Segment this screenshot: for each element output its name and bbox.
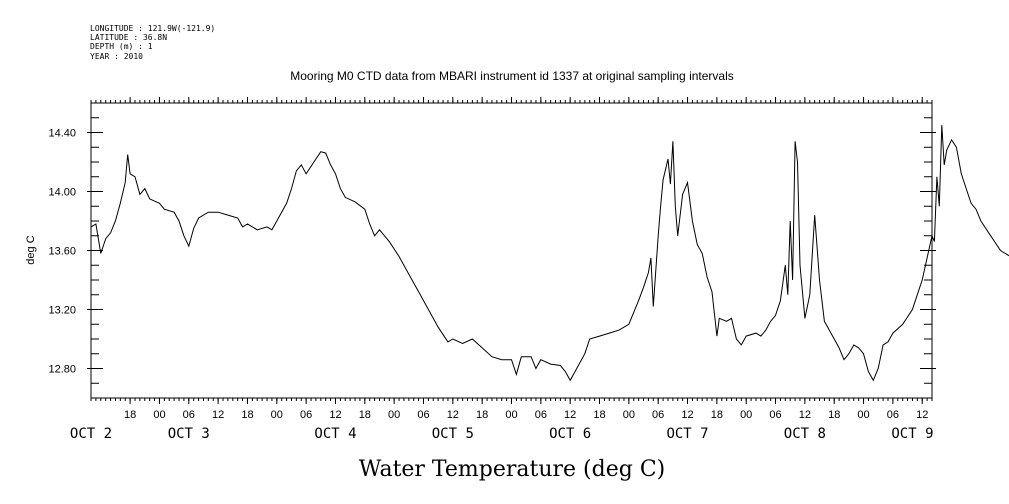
day-labels: OCT 2 OCT 3 OCT 4 OCT 5 OCT 6 OCT 7 OCT 8 OCT 9	[70, 426, 934, 442]
longitude-text: LONGITUDE : 121.9W(-121.9)	[90, 24, 215, 33]
x-tick-label: 06	[417, 409, 429, 421]
x-tick-label: 06	[887, 409, 899, 421]
x-tick-label: 00	[623, 409, 635, 421]
axis-ticks	[87, 97, 936, 404]
x-tick-label: 06	[769, 409, 781, 421]
y-axis-label: deg C	[25, 235, 37, 264]
x-tick-label: 06	[183, 409, 195, 421]
x-tick-label: 06	[652, 409, 664, 421]
day-label: OCT 7	[666, 426, 708, 442]
x-tick-labels: 18 00 06 12 18 00 06 12 18 00 06 12 18 00 06 12 18 00 06 12…	[124, 409, 928, 421]
x-tick-label: 18	[828, 409, 840, 421]
x-tick-label: 06	[535, 409, 547, 421]
y-tick-label: 13.20	[48, 305, 76, 317]
x-tick-label: 12	[916, 409, 928, 421]
x-tick-label: 12	[681, 409, 693, 421]
depth-text: DEPTH (m) : 1	[90, 42, 153, 51]
y-tick-labels: 12.80 13.20 13.60 14.00 14.40	[48, 128, 76, 376]
day-label: OCT 2	[70, 426, 112, 442]
x-tick-label: 06	[300, 409, 312, 421]
water-temperature-line	[90, 125, 1009, 382]
x-tick-label: 12	[329, 409, 341, 421]
day-label: OCT 8	[784, 426, 826, 442]
x-tick-label: 18	[241, 409, 253, 421]
x-tick-label: 18	[124, 409, 136, 421]
x-tick-label: 00	[153, 409, 165, 421]
day-label: OCT 3	[168, 426, 210, 442]
day-label: OCT 6	[549, 426, 591, 442]
x-tick-label: 18	[711, 409, 723, 421]
header-block: LONGITUDE : 121.9W(-121.9) LATITUDE : 36…	[90, 24, 215, 61]
x-tick-label: 18	[359, 409, 371, 421]
x-tick-label: 00	[388, 409, 400, 421]
chart-title: Mooring M0 CTD data from MBARI instrumen…	[290, 69, 734, 83]
y-tick-label: 13.60	[48, 246, 76, 258]
day-label: OCT 5	[432, 426, 474, 442]
x-tick-label: 00	[505, 409, 517, 421]
y-tick-label: 14.40	[48, 128, 76, 140]
y-tick-label: 12.80	[48, 364, 76, 376]
x-axis-label: Water Temperature (deg C)	[359, 457, 666, 482]
y-tick-label: 14.00	[48, 187, 76, 199]
latitude-text: LATITUDE : 36.8N	[90, 33, 167, 42]
x-tick-label: 12	[564, 409, 576, 421]
day-label: OCT 4	[314, 426, 356, 442]
x-tick-label: 18	[593, 409, 605, 421]
x-tick-label: 18	[476, 409, 488, 421]
x-tick-label: 12	[447, 409, 459, 421]
day-label: OCT 9	[891, 426, 933, 442]
x-tick-label: 00	[271, 409, 283, 421]
x-tick-label: 12	[799, 409, 811, 421]
x-tick-label: 00	[740, 409, 752, 421]
year-text: YEAR : 2010	[90, 52, 143, 61]
x-tick-label: 12	[212, 409, 224, 421]
x-tick-label: 00	[857, 409, 869, 421]
plot-frame	[90, 102, 933, 399]
